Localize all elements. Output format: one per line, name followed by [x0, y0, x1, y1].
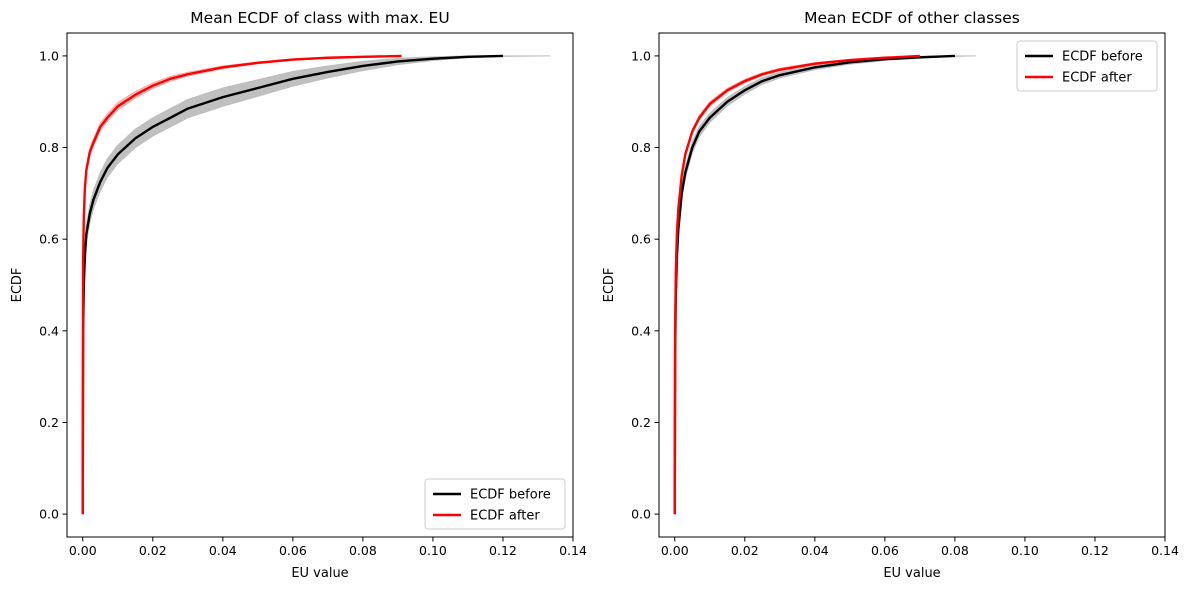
legend: ECDF before ECDF after — [1016, 40, 1158, 92]
x-tick-label: 0.04 — [801, 543, 829, 558]
plot-frame — [66, 32, 574, 538]
y-axis-label: ECDF — [10, 268, 25, 303]
y-tick-label: 0.8 — [39, 140, 59, 155]
y-tick-label: 0.6 — [631, 232, 651, 247]
legend-label-before: ECDF before — [470, 488, 551, 503]
x-tick-label: 0.06 — [279, 543, 307, 558]
x-tick-label: 0.00 — [661, 543, 689, 558]
x-tick-label: 0.06 — [871, 543, 899, 558]
x-tick-label: 0.04 — [209, 543, 237, 558]
x-tick-label: 0.14 — [1151, 543, 1179, 558]
y-tick-label: 0.4 — [631, 323, 651, 338]
x-tick-label: 0.12 — [1081, 543, 1109, 558]
y-tick-label: 0.4 — [39, 323, 59, 338]
x-tick-label: 0.14 — [559, 543, 587, 558]
x-tick-label: 0.08 — [941, 543, 969, 558]
x-tick-label: 0.10 — [419, 543, 447, 558]
legend: ECDF before ECDF after — [424, 478, 566, 530]
x-tick-label: 0.08 — [349, 543, 377, 558]
series-line-after — [81, 54, 402, 515]
x-tick-label: 0.10 — [1011, 543, 1039, 558]
y-tick-label: 0.2 — [39, 415, 59, 430]
y-tick-label: 0.8 — [631, 140, 651, 155]
x-axis-label: EU value — [291, 566, 348, 581]
plot-area — [659, 33, 1165, 537]
y-tick-label: 0.6 — [39, 232, 59, 247]
x-tick-label: 0.12 — [489, 543, 517, 558]
x-axis-label: EU value — [883, 566, 940, 581]
chart-title: Mean ECDF of other classes — [804, 9, 1020, 27]
x-tick-label: 0.02 — [731, 543, 759, 558]
legend-box — [424, 478, 566, 530]
y-tick-label: 0.2 — [631, 415, 651, 430]
y-tick-label: 1.0 — [631, 48, 651, 63]
series-line-after — [673, 54, 920, 515]
series-line-before — [81, 54, 504, 515]
plot-frame — [658, 32, 1166, 538]
plot-area — [67, 33, 573, 537]
x-tick-label: 0.00 — [69, 543, 97, 558]
y-tick-label: 0.0 — [631, 507, 651, 522]
chart-panel-2: 0.00 0.02 0.04 0.06 0.08 0.10 0.12 0.14 0.0 0.2 0.… — [602, 9, 1179, 581]
y-tick-label: 0.0 — [39, 507, 59, 522]
confidence-band-before — [82, 55, 551, 515]
y-tick-label: 1.0 — [39, 48, 59, 63]
chart-title: Mean ECDF of class with max. EU — [190, 9, 449, 27]
legend-label-after: ECDF after — [470, 509, 540, 524]
confidence-band-before — [674, 55, 976, 515]
y-axis-label: ECDF — [602, 268, 617, 303]
legend-label-after: ECDF after — [1062, 71, 1132, 86]
x-tick-label: 0.02 — [139, 543, 167, 558]
chart-panel-1: 0.00 0.02 0.04 0.06 0.08 0.10 0.12 0.14 0.0 0.2 0.… — [10, 9, 587, 581]
legend-box — [1016, 40, 1158, 92]
legend-label-before: ECDF before — [1062, 50, 1143, 65]
